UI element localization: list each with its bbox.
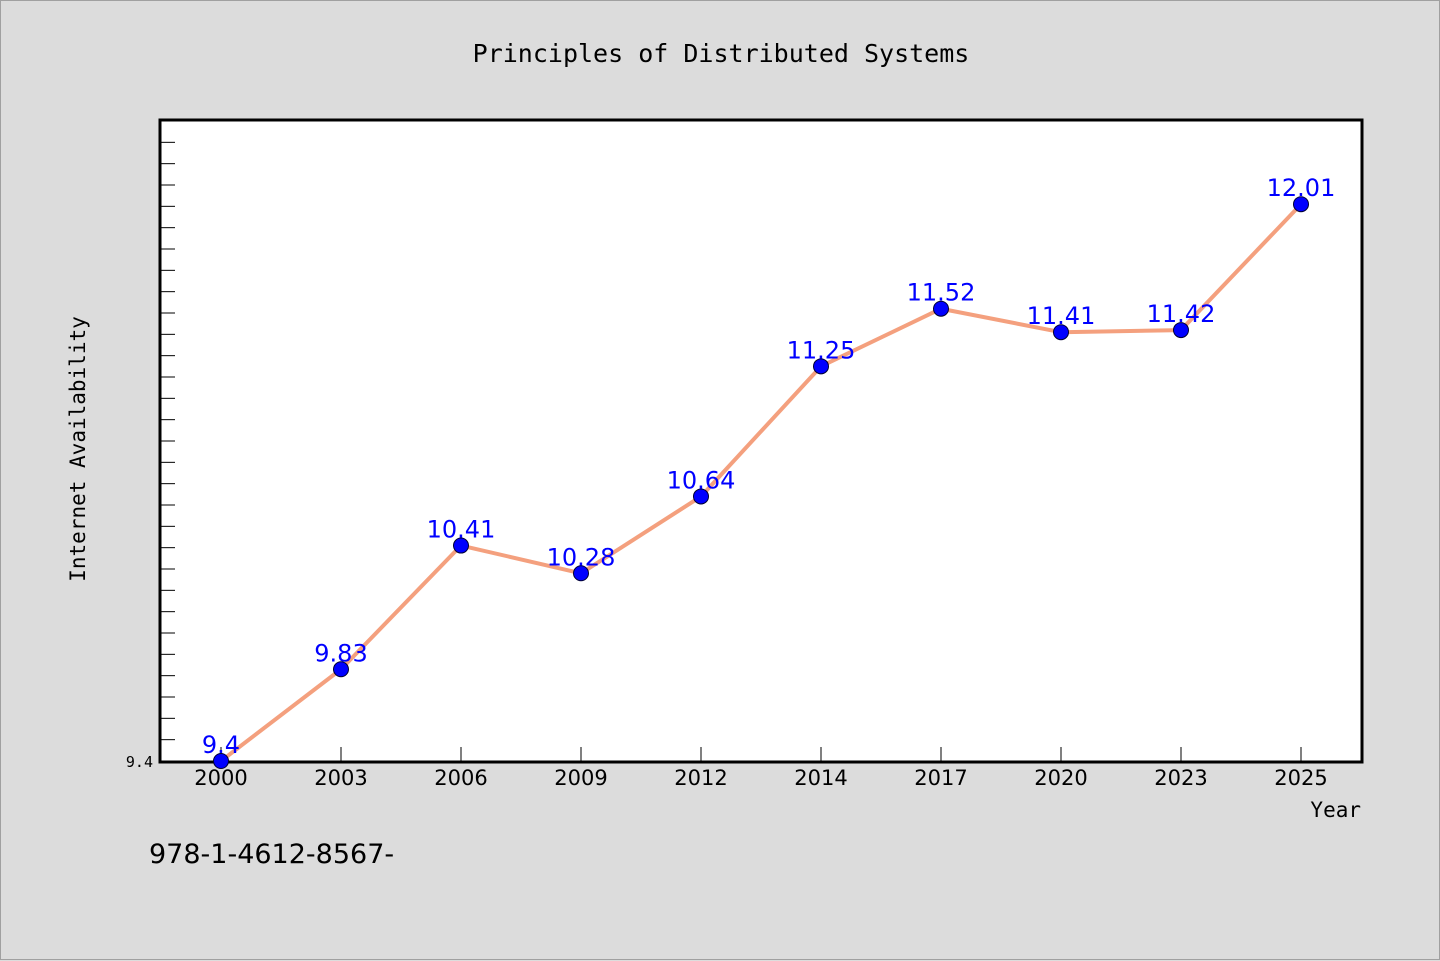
data-point — [933, 300, 949, 317]
series-markers — [213, 196, 1309, 769]
y-axis-label: Internet Availability — [66, 316, 90, 582]
data-point — [1293, 196, 1309, 213]
data-label: 11.41 — [1027, 302, 1096, 330]
data-label: 9.83 — [314, 639, 367, 667]
data-point — [1053, 324, 1069, 341]
y-axis-ticks — [161, 141, 175, 741]
data-point — [213, 753, 229, 769]
footer-text: 978-1-4612-8567- — [149, 839, 394, 870]
data-point — [453, 537, 469, 554]
data-label: 10.28 — [547, 543, 616, 571]
chart-title: Principles of Distributed Systems — [473, 39, 970, 68]
x-tick-label: 2003 — [314, 766, 367, 790]
y-tick-label: 9.4 — [126, 753, 153, 771]
x-tick-label: 2009 — [554, 766, 607, 790]
data-label: 9.4 — [202, 731, 240, 759]
data-label: 12.01 — [1267, 174, 1336, 202]
plot-area — [158, 118, 1364, 764]
data-point — [573, 565, 589, 582]
data-labels: 9.4 9.83 10.41 10.28 10.64 11.25 11.52 11.41 11.… — [202, 174, 1335, 759]
x-axis-ticks: 2000 2003 2006 2009 2012 2014 2017 2020 2023 2025 — [194, 747, 1328, 790]
data-point — [333, 661, 349, 678]
data-point — [1173, 322, 1189, 339]
data-label: 11.42 — [1147, 300, 1216, 328]
data-label: 10.41 — [427, 516, 496, 544]
data-label: 10.64 — [667, 466, 736, 494]
x-tick-label: 2014 — [794, 766, 847, 790]
x-tick-label: 2023 — [1154, 766, 1207, 790]
x-tick-label: 2025 — [1274, 766, 1327, 790]
x-axis-label: Year — [1310, 798, 1361, 822]
data-label: 11.52 — [907, 279, 976, 307]
series-line — [219, 202, 1303, 763]
x-tick-label: 2020 — [1034, 766, 1087, 790]
data-point — [693, 488, 709, 505]
x-tick-label: 2006 — [434, 766, 487, 790]
x-tick-label: 2000 — [194, 766, 247, 790]
x-tick-label: 2012 — [674, 766, 727, 790]
data-point — [813, 358, 829, 375]
x-tick-label: 2017 — [914, 766, 967, 790]
data-label: 11.25 — [787, 336, 856, 364]
